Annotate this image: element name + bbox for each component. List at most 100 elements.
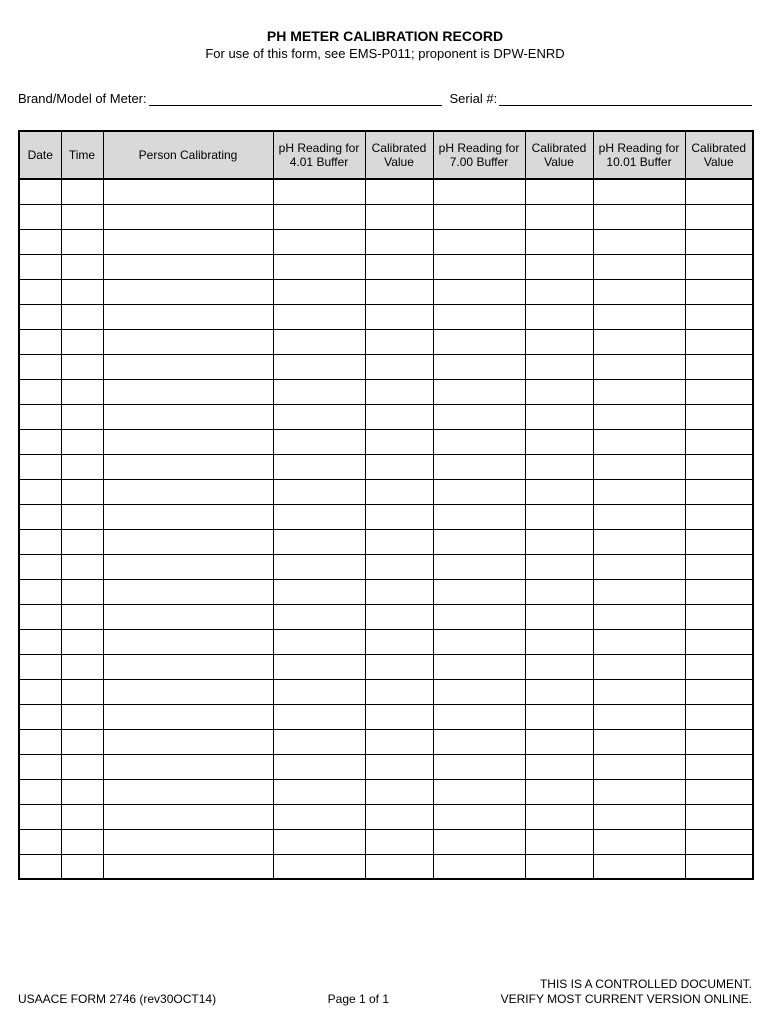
table-cell bbox=[593, 304, 685, 329]
table-row bbox=[19, 854, 753, 879]
table-cell bbox=[273, 429, 365, 454]
table-cell bbox=[61, 454, 103, 479]
table-cell bbox=[61, 179, 103, 204]
table-cell bbox=[525, 229, 593, 254]
table-row bbox=[19, 829, 753, 854]
table-cell bbox=[685, 854, 753, 879]
table-cell bbox=[365, 329, 433, 354]
table-cell bbox=[103, 229, 273, 254]
table-cell bbox=[685, 429, 753, 454]
table-cell bbox=[273, 204, 365, 229]
table-cell bbox=[365, 529, 433, 554]
table-cell bbox=[103, 579, 273, 604]
table-body bbox=[19, 179, 753, 879]
table-row bbox=[19, 679, 753, 704]
table-cell bbox=[365, 304, 433, 329]
table-row bbox=[19, 629, 753, 654]
table-cell bbox=[593, 604, 685, 629]
table-cell bbox=[19, 729, 61, 754]
table-cell bbox=[433, 704, 525, 729]
table-cell bbox=[593, 354, 685, 379]
table-cell bbox=[103, 679, 273, 704]
table-cell bbox=[273, 729, 365, 754]
table-cell bbox=[365, 379, 433, 404]
table-cell bbox=[433, 554, 525, 579]
footer-controlled-line1: THIS IS A CONTROLLED DOCUMENT. bbox=[18, 977, 752, 991]
table-row bbox=[19, 329, 753, 354]
table-cell bbox=[593, 229, 685, 254]
table-cell bbox=[365, 429, 433, 454]
col-person: Person Calibrating bbox=[103, 131, 273, 179]
table-cell bbox=[593, 654, 685, 679]
table-cell bbox=[433, 779, 525, 804]
table-cell bbox=[433, 479, 525, 504]
table-cell bbox=[273, 504, 365, 529]
table-cell bbox=[685, 779, 753, 804]
table-cell bbox=[525, 829, 593, 854]
table-header-row: Date Time Person Calibrating pH Reading … bbox=[19, 131, 753, 179]
table-cell bbox=[273, 179, 365, 204]
table-cell bbox=[365, 554, 433, 579]
table-cell bbox=[525, 404, 593, 429]
table-cell bbox=[103, 754, 273, 779]
table-cell bbox=[593, 254, 685, 279]
table-cell bbox=[273, 804, 365, 829]
table-cell bbox=[593, 204, 685, 229]
table-cell bbox=[685, 504, 753, 529]
table-cell bbox=[525, 504, 593, 529]
table-row bbox=[19, 529, 753, 554]
table-cell bbox=[525, 554, 593, 579]
table-cell bbox=[61, 554, 103, 579]
table-cell bbox=[273, 554, 365, 579]
table-cell bbox=[365, 704, 433, 729]
table-row bbox=[19, 754, 753, 779]
table-cell bbox=[685, 529, 753, 554]
table-cell bbox=[685, 354, 753, 379]
table-cell bbox=[61, 379, 103, 404]
table-cell bbox=[433, 204, 525, 229]
table-cell bbox=[525, 654, 593, 679]
table-cell bbox=[525, 354, 593, 379]
table-cell bbox=[61, 629, 103, 654]
table-cell bbox=[685, 304, 753, 329]
table-cell bbox=[525, 454, 593, 479]
table-cell bbox=[19, 654, 61, 679]
table-cell bbox=[525, 179, 593, 204]
col-ph401: pH Reading for 4.01 Buffer bbox=[273, 131, 365, 179]
table-row bbox=[19, 454, 753, 479]
table-cell bbox=[433, 279, 525, 304]
table-row bbox=[19, 354, 753, 379]
table-row bbox=[19, 604, 753, 629]
table-cell bbox=[103, 204, 273, 229]
table-cell bbox=[273, 229, 365, 254]
table-cell bbox=[525, 729, 593, 754]
col-date: Date bbox=[19, 131, 61, 179]
footer-form-id: USAACE FORM 2746 (rev30OCT14) bbox=[18, 992, 216, 1006]
table-cell bbox=[273, 529, 365, 554]
table-cell bbox=[525, 679, 593, 704]
table-cell bbox=[273, 829, 365, 854]
table-cell bbox=[433, 304, 525, 329]
table-cell bbox=[433, 804, 525, 829]
table-cell bbox=[365, 654, 433, 679]
table-cell bbox=[61, 804, 103, 829]
table-cell bbox=[525, 329, 593, 354]
table-cell bbox=[103, 554, 273, 579]
table-cell bbox=[61, 729, 103, 754]
table-cell bbox=[593, 379, 685, 404]
table-cell bbox=[19, 604, 61, 629]
table-cell bbox=[19, 704, 61, 729]
table-cell bbox=[525, 629, 593, 654]
table-cell bbox=[685, 554, 753, 579]
table-cell bbox=[365, 804, 433, 829]
table-cell bbox=[365, 754, 433, 779]
table-cell bbox=[61, 254, 103, 279]
table-cell bbox=[19, 829, 61, 854]
table-cell bbox=[273, 404, 365, 429]
table-cell bbox=[19, 279, 61, 304]
table-cell bbox=[593, 704, 685, 729]
table-cell bbox=[433, 604, 525, 629]
table-cell bbox=[433, 504, 525, 529]
table-cell bbox=[685, 704, 753, 729]
table-cell bbox=[19, 379, 61, 404]
